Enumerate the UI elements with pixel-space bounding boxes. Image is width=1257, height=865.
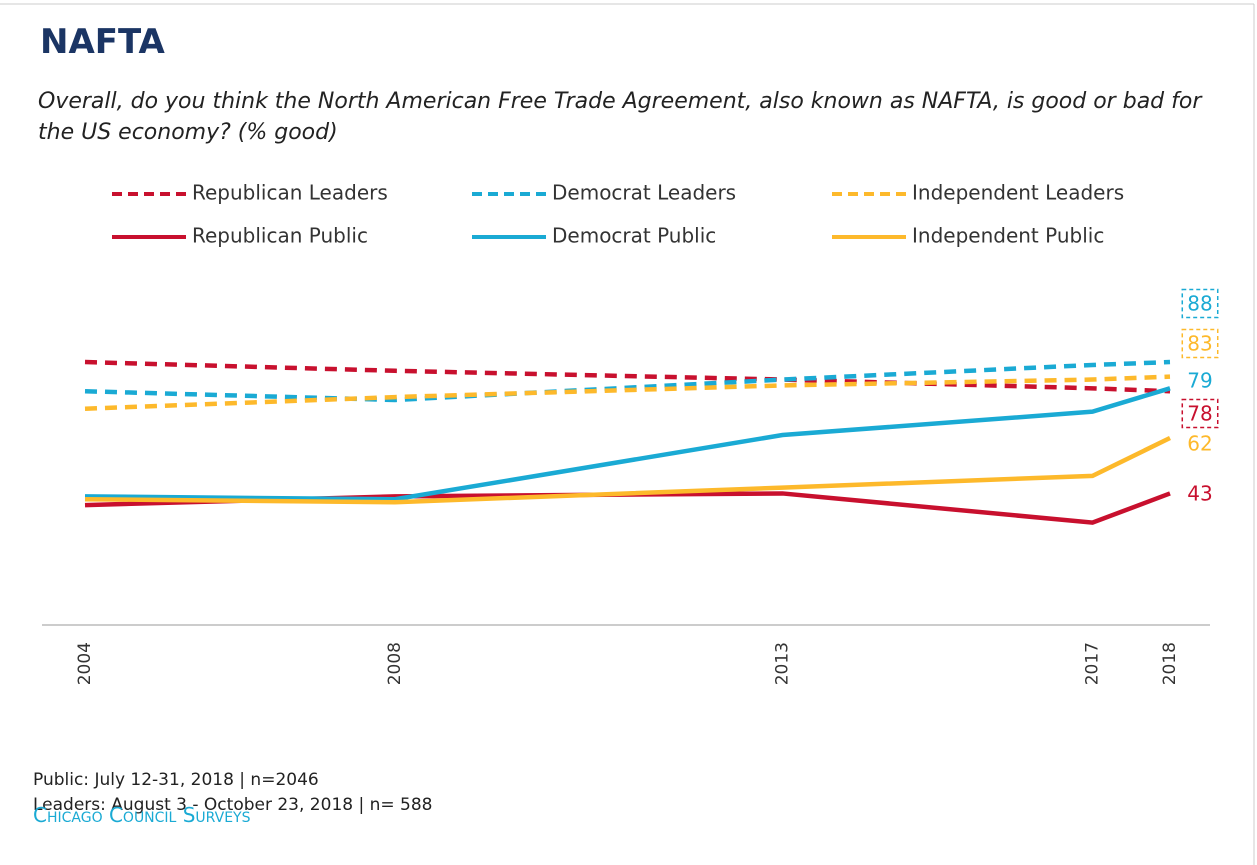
x-tick-label: 2013 (773, 642, 793, 685)
series-line (84, 359, 1171, 394)
data-label: 78 (1187, 402, 1212, 426)
note: Leaders: August 3 - October 23, 2018 | n… (33, 795, 433, 815)
source: Chicago Council Surveys (33, 803, 251, 827)
legend-label: Democrat Leaders (552, 181, 736, 205)
legend-label: Republican Leaders (192, 181, 388, 205)
legend-label: Independent Leaders (912, 181, 1124, 205)
data-label: 62 (1187, 432, 1212, 456)
note: Public: July 12-31, 2018 | n=2046 (33, 770, 319, 790)
series-line (84, 374, 1171, 412)
series-line (84, 386, 1171, 502)
label-box (1181, 288, 1219, 319)
label-box (1181, 398, 1219, 429)
data-label: 79 (1187, 369, 1212, 393)
data-label: 88 (1187, 292, 1212, 316)
legend-label: Republican Public (192, 224, 368, 248)
series-line (84, 435, 1171, 505)
series-line (84, 359, 1171, 403)
x-tick-label: 2017 (1083, 642, 1103, 685)
label-box (1181, 328, 1219, 359)
x-tick-label: 2008 (385, 642, 405, 685)
legend-label: Independent Public (912, 224, 1104, 248)
data-label: 83 (1187, 332, 1212, 356)
legend-label: Democrat Public (552, 224, 716, 248)
chart-subtitle: Overall, do you think the North American… (38, 89, 1202, 145)
chart-title: NAFTA (40, 22, 165, 62)
x-tick-label: 2018 (1160, 642, 1180, 685)
data-label: 43 (1187, 482, 1212, 506)
x-tick-label: 2004 (75, 642, 95, 685)
